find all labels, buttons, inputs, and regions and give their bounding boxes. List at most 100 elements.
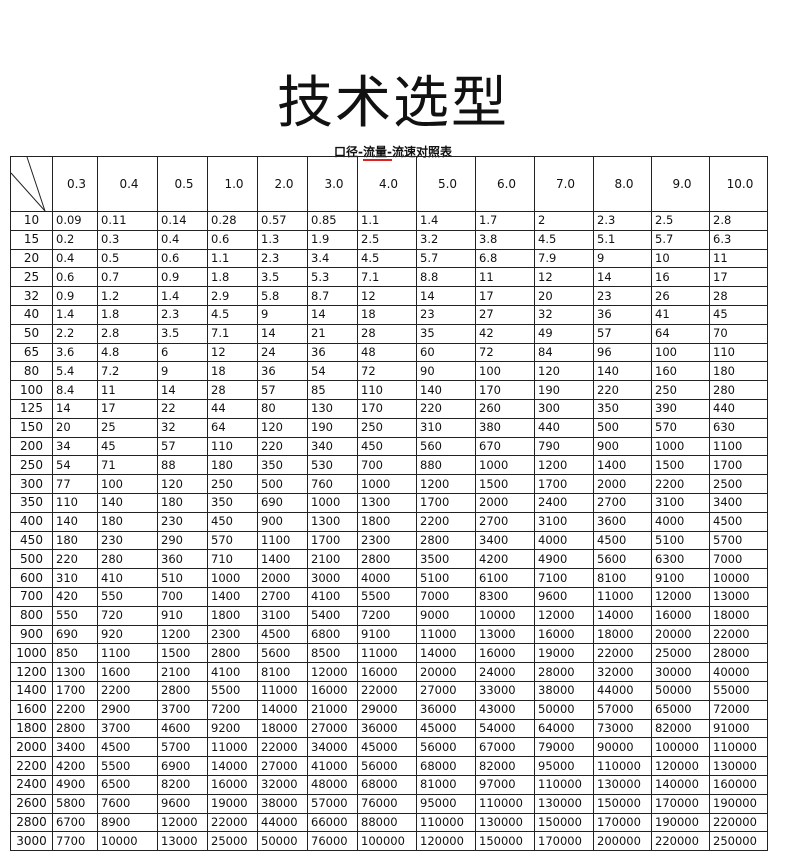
table-cell: 220 [52,549,98,570]
table-cell: 5100 [651,530,710,551]
table-cell: 1700 [307,530,358,551]
table-cell: 12 [207,342,258,363]
table-cell: 16000 [207,774,258,795]
table-cell: 45 [709,304,768,325]
table-cell: 190000 [651,812,710,833]
column-header: 0.4 [97,156,158,212]
table-cell: 76000 [307,831,358,852]
table-cell: 1700 [416,492,476,513]
table-cell: 8100 [257,662,308,682]
table-row: 40 1.4 1.8 2.3 4.5 9 14 18 23 27 32 36 41 45 [10,304,768,325]
table-cell: 14000 [257,699,308,720]
table-cell: 3700 [157,699,208,720]
table-cell: 1300 [307,511,358,532]
table-cell: 110000 [475,793,535,814]
table-cell: 1300 [52,662,98,682]
table-cell: 8200 [157,774,208,795]
table-cell: 5400 [307,605,358,626]
table-cell: 36 [593,304,652,325]
table-cell: 48 [357,342,417,363]
table-cell: 220 [416,398,476,419]
caption-part: 流速对照表 [391,145,452,159]
table-cell: 28 [709,286,768,306]
table-cell: 17 [475,286,535,306]
table-cell: 380 [475,417,535,438]
table-cell: 220000 [651,831,710,852]
table-cell: 11 [709,248,768,269]
table-cell: 44000 [593,680,652,701]
table-cell: 12 [357,286,417,306]
table-cell: 28 [357,323,417,344]
table-cell: 120000 [416,831,476,852]
table-cell: 32000 [257,774,308,795]
table-cell: 2.8 [709,211,768,231]
row-header-diameter: 1600 [10,699,53,720]
column-header: 7.0 [534,156,594,212]
table-cell: 68000 [357,774,417,795]
table-cell: 0.9 [157,267,208,288]
table-cell: 44000 [257,812,308,833]
table-row: 150 20 25 32 64 120 190 250 310 380 440 500 570 630 [10,417,768,438]
table-cell: 8.4 [52,380,98,400]
table-cell: 3600 [593,511,652,532]
table-cell: 110 [207,436,258,457]
table-cell: 170000 [651,793,710,814]
table-row: 2200 4200 5500 6900 14000 27000 41000 56000 6800… [10,756,768,776]
table-cell: 5.3 [307,267,358,288]
row-header-diameter: 80 [10,361,53,382]
table-cell: 710 [207,549,258,570]
table-cell: 12000 [534,605,594,626]
table-cell: 0.4 [157,229,208,250]
table-cell: 5.4 [52,361,98,382]
table-cell: 2800 [357,549,417,570]
table-cell: 420 [52,586,98,607]
table-cell: 100 [97,474,158,494]
table-cell: 8.8 [416,267,476,288]
table-cell: 140 [52,511,98,532]
table-cell: 76000 [357,793,417,814]
table-cell: 22 [157,398,208,419]
row-header-diameter: 500 [10,549,53,570]
table-cell: 11000 [357,643,417,664]
table-cell: 1400 [207,586,258,607]
table-cell: 81000 [416,774,476,795]
table-cell: 54 [52,455,98,476]
table-cell: 77 [52,474,98,494]
table-cell: 3.4 [307,248,358,269]
table-cell: 3100 [651,492,710,513]
table-cell: 91000 [709,718,768,739]
table-cell: 64 [651,323,710,344]
table-cell: 57000 [593,699,652,720]
table-cell: 67000 [475,737,535,758]
table-cell: 72000 [709,699,768,720]
table-row: 1600 2200 2900 3700 7200 14000 21000 29000 36000… [10,699,768,720]
table-cell: 36 [257,361,308,382]
table-cell: 170 [475,380,535,400]
row-header-diameter: 65 [10,342,53,363]
table-cell: 41 [651,304,710,325]
table-cell: 27 [475,304,535,325]
table-cell: 65000 [651,699,710,720]
table-cell: 3100 [534,511,594,532]
table-cell: 8500 [307,643,358,664]
table-cell: 1800 [207,605,258,626]
table-cell: 5100 [416,568,476,588]
table-cell: 4900 [52,774,98,795]
table-cell: 0.14 [157,211,208,231]
table-cell: 22000 [207,812,258,833]
table-cell: 5.8 [257,286,308,306]
row-header-diameter: 1800 [10,718,53,739]
row-header-diameter: 100 [10,380,53,400]
table-cell: 3.6 [52,342,98,363]
table-cell: 160 [651,361,710,382]
table-cell: 14 [307,304,358,325]
table-cell: 550 [52,605,98,626]
table-cell: 1100 [257,530,308,551]
table-cell: 4900 [534,549,594,570]
table-cell: 19000 [534,643,594,664]
table-cell: 5800 [52,793,98,814]
table-cell: 5500 [357,586,417,607]
table-cell: 3100 [257,605,308,626]
row-header-diameter: 250 [10,455,53,476]
